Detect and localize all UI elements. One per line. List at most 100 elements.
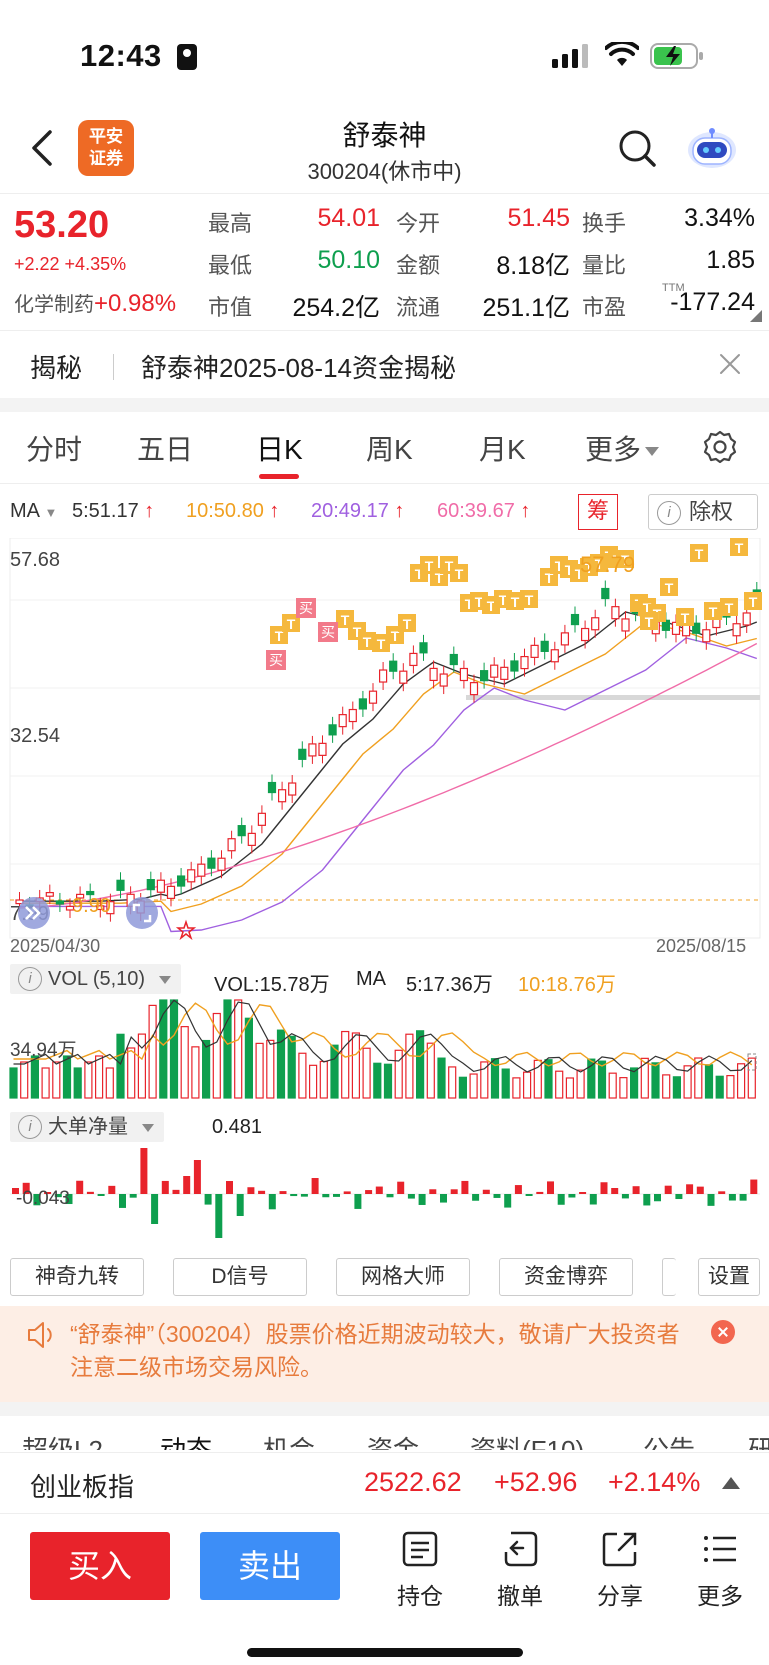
tool-d-signal[interactable]: D信号 xyxy=(173,1258,307,1296)
tab-weekly-k[interactable]: 周K xyxy=(366,434,413,465)
candle xyxy=(247,832,256,846)
volume-bar xyxy=(319,1060,328,1099)
subtab-announcements[interactable]: 公告 xyxy=(643,1435,696,1450)
big-order-bar xyxy=(718,1191,726,1194)
position-button[interactable]: 持仓 xyxy=(385,1530,455,1610)
expand-up-icon[interactable] xyxy=(722,1477,740,1489)
svg-text:T: T xyxy=(575,566,584,582)
close-icon[interactable] xyxy=(718,352,742,376)
subtab-news[interactable]: 动态 xyxy=(160,1435,213,1450)
big-order-selector[interactable]: i 大单净量 xyxy=(10,1112,164,1142)
ex-rights-button[interactable]: i 除权 xyxy=(648,494,758,530)
close-icon[interactable] xyxy=(711,1320,735,1344)
volume-axis-label: 34.94万 xyxy=(10,1040,77,1061)
candle xyxy=(469,682,479,696)
position-label: 持仓 xyxy=(397,1583,443,1609)
risk-notice-text: “舒泰神”（300204）股票价格近期波动较大，敬请广大投资者注意二级市场交易风… xyxy=(70,1321,680,1380)
big-order-bar xyxy=(579,1192,587,1194)
volume-selector[interactable]: i VOL (5,10) xyxy=(10,964,182,994)
volume-bar xyxy=(383,1063,393,1099)
big-order-bar xyxy=(386,1194,394,1198)
trade-t-marker: T xyxy=(704,602,722,620)
fullscreen-button[interactable] xyxy=(126,897,158,929)
index-ticker[interactable]: 创业板指 2522.62 +52.96 +2.14% xyxy=(0,1452,769,1514)
subtab-research[interactable]: 研 xyxy=(748,1435,769,1450)
big-order-bar xyxy=(654,1194,661,1202)
tab-monthly-k[interactable]: 月K xyxy=(479,434,526,465)
candle xyxy=(278,789,287,803)
big-order-bar xyxy=(611,1188,619,1194)
big-order-bar xyxy=(493,1194,501,1198)
section-gap xyxy=(0,1402,769,1416)
tool-hidden-partial[interactable] xyxy=(662,1258,676,1296)
subtab-f10[interactable]: 资料(F10) xyxy=(470,1435,585,1450)
tool-grid-master[interactable]: 网格大师 xyxy=(336,1258,470,1296)
capital-reveal-banner[interactable]: 揭秘 舒泰神2025-08-14资金揭秘 xyxy=(0,332,769,398)
sector-change: +0.98% xyxy=(94,290,177,317)
volume-bar xyxy=(480,1061,489,1099)
big-order-bar xyxy=(119,1194,126,1208)
chip-distribution-button[interactable]: 筹 xyxy=(578,494,618,530)
candle xyxy=(459,667,468,682)
tab-daily-k[interactable]: 日K xyxy=(256,434,303,465)
quote-value-turnover: 3.34% xyxy=(684,204,755,232)
sell-button[interactable]: 卖出 xyxy=(200,1532,340,1600)
volume-bar xyxy=(298,1052,307,1099)
big-order-bar xyxy=(268,1194,276,1210)
info-icon: i xyxy=(18,1115,42,1139)
back-arrow-icon[interactable] xyxy=(28,128,54,168)
position-icon xyxy=(402,1531,438,1567)
volume-bars xyxy=(9,999,756,1099)
subtab-level2[interactable]: 超级L2 xyxy=(22,1435,103,1450)
gear-icon[interactable] xyxy=(703,430,737,464)
candle xyxy=(742,612,751,626)
volume-bar xyxy=(94,1055,104,1099)
tab-intraday[interactable]: 分时 xyxy=(26,434,83,465)
candlestick-chart[interactable]: TTTTTTTTTTTTTTTTTTTTTTTTTTTTTTTTTTTTTTT买… xyxy=(0,538,769,968)
quote-value-pe: -177.24 xyxy=(670,288,755,316)
quote-label-volume-ratio: 量比 xyxy=(582,253,627,278)
big-order-net-chart: -0.043 xyxy=(10,1148,760,1238)
subtab-capital[interactable]: 资金 xyxy=(367,1435,420,1450)
big-order-bar xyxy=(536,1191,544,1194)
volume-bar xyxy=(73,1067,82,1099)
volume-bar xyxy=(522,1071,532,1099)
candle xyxy=(298,748,307,760)
tool-settings[interactable]: 设置 xyxy=(698,1258,760,1296)
sector-name: 化学制药 xyxy=(14,294,94,316)
sector-info[interactable]: 化学制药+0.98% xyxy=(14,288,176,318)
subtab-opportunity[interactable]: 机会 xyxy=(263,1435,316,1450)
buy-button[interactable]: 买入 xyxy=(30,1532,170,1600)
tab-five-day[interactable]: 五日 xyxy=(137,434,194,465)
cancel-order-button[interactable]: 撤单 xyxy=(485,1530,555,1610)
ma-selector[interactable]: MA ▼ xyxy=(10,500,57,523)
more-button[interactable]: 更多 xyxy=(685,1530,755,1610)
big-order-bar xyxy=(300,1194,308,1197)
expand-corner-icon[interactable] xyxy=(750,310,762,322)
svg-text:T: T xyxy=(735,540,744,556)
ai-assistant-robot-icon[interactable] xyxy=(685,122,739,172)
svg-text:买: 买 xyxy=(299,600,313,616)
big-order-bar xyxy=(140,1148,148,1194)
scroll-left-button[interactable] xyxy=(18,897,50,929)
cancel-order-label: 撤单 xyxy=(497,1583,543,1609)
tab-more[interactable]: 更多 xyxy=(585,428,660,468)
banner-text[interactable]: 舒泰神2025-08-14资金揭秘 xyxy=(141,353,456,383)
big-order-bar xyxy=(12,1188,19,1194)
svg-text:T: T xyxy=(275,628,284,644)
candle xyxy=(237,825,246,837)
tool-magic-nine[interactable]: 神奇九转 xyxy=(10,1258,144,1296)
trade-t-marker: T xyxy=(282,614,300,632)
svg-text:T: T xyxy=(475,594,484,610)
date-axis: 2025/04/30 2025/08/15 xyxy=(0,936,769,962)
big-order-bar xyxy=(739,1194,747,1201)
candle xyxy=(520,655,529,670)
stock-header: 平安 证券 舒泰神 300204(休市中) xyxy=(0,110,769,190)
tool-capital-game[interactable]: 资金博弈 xyxy=(499,1258,633,1296)
big-order-bar xyxy=(76,1180,84,1194)
volume-bar xyxy=(137,1033,146,1099)
share-button[interactable]: 分享 xyxy=(585,1530,655,1610)
candle xyxy=(490,664,499,678)
big-order-bar xyxy=(407,1194,415,1199)
search-icon[interactable] xyxy=(617,128,657,168)
